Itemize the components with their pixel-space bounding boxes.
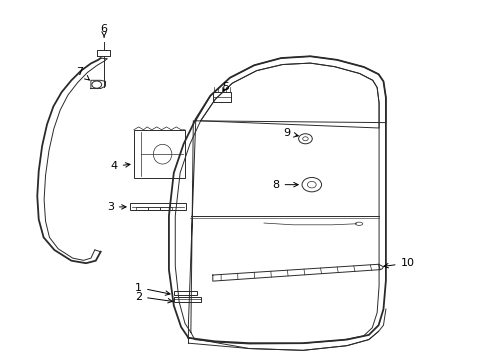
Bar xyxy=(173,291,197,296)
Text: 2: 2 xyxy=(135,292,172,303)
Bar xyxy=(134,130,184,178)
Bar xyxy=(148,207,160,210)
Bar xyxy=(159,207,171,210)
Bar xyxy=(136,207,148,210)
Bar xyxy=(212,92,231,102)
Bar xyxy=(130,203,185,211)
Text: 6: 6 xyxy=(101,24,107,37)
Text: 10: 10 xyxy=(383,258,414,268)
Text: 3: 3 xyxy=(106,202,126,212)
Text: 8: 8 xyxy=(272,180,298,190)
Text: 7: 7 xyxy=(76,67,89,80)
Text: 1: 1 xyxy=(135,283,170,295)
Text: 9: 9 xyxy=(283,129,298,138)
Text: 5: 5 xyxy=(222,82,229,92)
Bar xyxy=(173,297,200,302)
Text: 4: 4 xyxy=(110,161,130,171)
